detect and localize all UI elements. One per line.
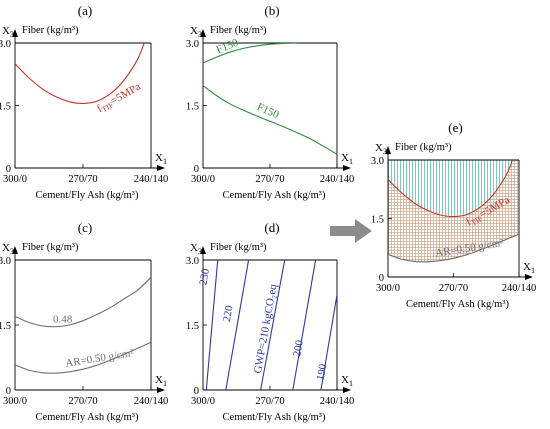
x-tick-label: 240/140	[502, 283, 536, 294]
series-line-2	[225, 260, 250, 390]
y-axis-title: Fiber (kg/m³)	[210, 242, 267, 253]
curve-label-2: F150	[255, 101, 281, 121]
series-line-1	[15, 43, 145, 104]
panel-label: (e)	[448, 120, 462, 135]
curve-label-1: 230	[197, 267, 212, 286]
curve-label-4: 200	[291, 339, 306, 358]
panel-label: (b)	[264, 3, 279, 18]
curve-label-1: 0.48	[53, 313, 73, 325]
curve-label-2: AR=0.50 g/cm²	[65, 347, 136, 370]
x-tick-label: 270/70	[255, 396, 284, 407]
y-tick-label: 0	[194, 164, 199, 175]
y-axis-arrow	[385, 146, 391, 154]
x-tick-label: 270/70	[68, 396, 97, 407]
x-tick-label: 270/70	[68, 174, 97, 185]
chart-panel-d: 230 220 GWP=210 kgCO₂eq 200 190 300/0 270/70 24…	[186, 220, 354, 423]
y-tick-label: 0	[6, 386, 11, 397]
x-axis-arrow	[157, 387, 165, 393]
x-axis-symbol: X1	[341, 152, 353, 166]
x-axis-arrow	[157, 165, 165, 171]
y-axis-title: Fiber (kg/m³)	[22, 25, 79, 36]
x-axis-title: Cement/Fly Ash (kg/m³)	[36, 412, 139, 423]
panel-label: (a)	[78, 3, 92, 18]
x-tick-label: 240/140	[134, 396, 168, 407]
feasible-region-middle	[388, 160, 519, 262]
y-axis-arrow	[12, 246, 18, 254]
series-line-5	[320, 294, 337, 390]
x-axis-symbol: X1	[155, 152, 167, 166]
x-axis-arrow	[525, 274, 533, 280]
x-axis-symbol: X1	[341, 374, 353, 388]
y-tick-label: 0	[6, 164, 11, 175]
feasible-region-upper	[388, 160, 513, 217]
y-axis-symbol: X3	[190, 242, 202, 256]
x-axis-title: Cement/Fly Ash (kg/m³)	[223, 412, 326, 423]
chart-panel-c: 0.48 AR=0.50 g/cm² 300/0 270/70 240/140 0 1.5 3…	[0, 220, 168, 423]
y-tick-label: 1.5	[186, 102, 199, 113]
y-axis-arrow	[200, 29, 206, 37]
series-line-1	[203, 43, 297, 64]
y-axis-symbol: X3	[2, 25, 14, 39]
y-tick-label: 0	[379, 273, 384, 284]
y-tick-label: 3.0	[371, 156, 384, 167]
x-tick-label: 300/0	[3, 174, 27, 185]
curve-label-5: 190	[315, 362, 330, 381]
y-tick-label: 3.0	[0, 39, 11, 50]
y-tick-label: 3.0	[186, 39, 199, 50]
x-tick-label: 240/140	[320, 174, 354, 185]
x-tick-label: 300/0	[3, 396, 27, 407]
y-axis-title: Fiber (kg/m³)	[210, 25, 267, 36]
series-line-1	[388, 160, 514, 218]
arrow-to-panel-e	[330, 219, 372, 243]
panel-label: (c)	[78, 220, 92, 235]
y-tick-label: 0	[194, 386, 199, 397]
x-tick-label: 300/0	[376, 283, 400, 294]
x-axis-arrow	[343, 387, 351, 393]
y-tick-label: 3.0	[186, 256, 199, 267]
x-tick-label: 270/70	[439, 283, 468, 294]
y-tick-label: 1.5	[0, 102, 11, 113]
y-tick-label: 1.5	[186, 321, 199, 332]
x-axis-title: Cement/Fly Ash (kg/m³)	[223, 190, 326, 201]
y-tick-label: 3.0	[0, 256, 11, 267]
panel-label: (d)	[264, 220, 279, 235]
series-line-1	[205, 260, 219, 390]
y-axis-arrow	[12, 29, 18, 37]
series-line-1	[15, 276, 151, 328]
x-tick-label: 300/0	[191, 174, 215, 185]
series-line-2	[203, 85, 337, 155]
series-line-2	[388, 233, 519, 263]
x-tick-label: 240/140	[134, 174, 168, 185]
x-axis-title: Cement/Fly Ash (kg/m³)	[406, 299, 509, 310]
y-axis-symbol: X3	[2, 242, 14, 256]
x-axis-symbol: X1	[523, 261, 535, 275]
curve-label-2: 220	[221, 304, 236, 323]
arrow-shape	[330, 219, 372, 243]
x-axis-symbol: X1	[155, 374, 167, 388]
y-axis-title: Fiber (kg/m³)	[395, 142, 452, 153]
y-axis-arrow	[200, 246, 206, 254]
x-axis-title: Cement/Fly Ash (kg/m³)	[36, 190, 139, 201]
x-tick-label: 240/140	[320, 396, 354, 407]
curve-label-3: GWP=210 kgCO₂eq	[252, 283, 280, 375]
y-tick-label: 1.5	[0, 321, 11, 332]
x-tick-label: 270/70	[255, 174, 284, 185]
series-line-2	[15, 341, 151, 374]
x-tick-label: 300/0	[191, 396, 215, 407]
series-line-3	[260, 260, 286, 390]
y-axis-symbol: X3	[375, 142, 387, 156]
y-axis-title: Fiber (kg/m³)	[22, 242, 79, 253]
y-axis-symbol: X3	[190, 25, 202, 39]
series-line-4	[292, 260, 317, 390]
y-tick-label: 1.5	[371, 215, 384, 226]
x-axis-arrow	[343, 165, 351, 171]
